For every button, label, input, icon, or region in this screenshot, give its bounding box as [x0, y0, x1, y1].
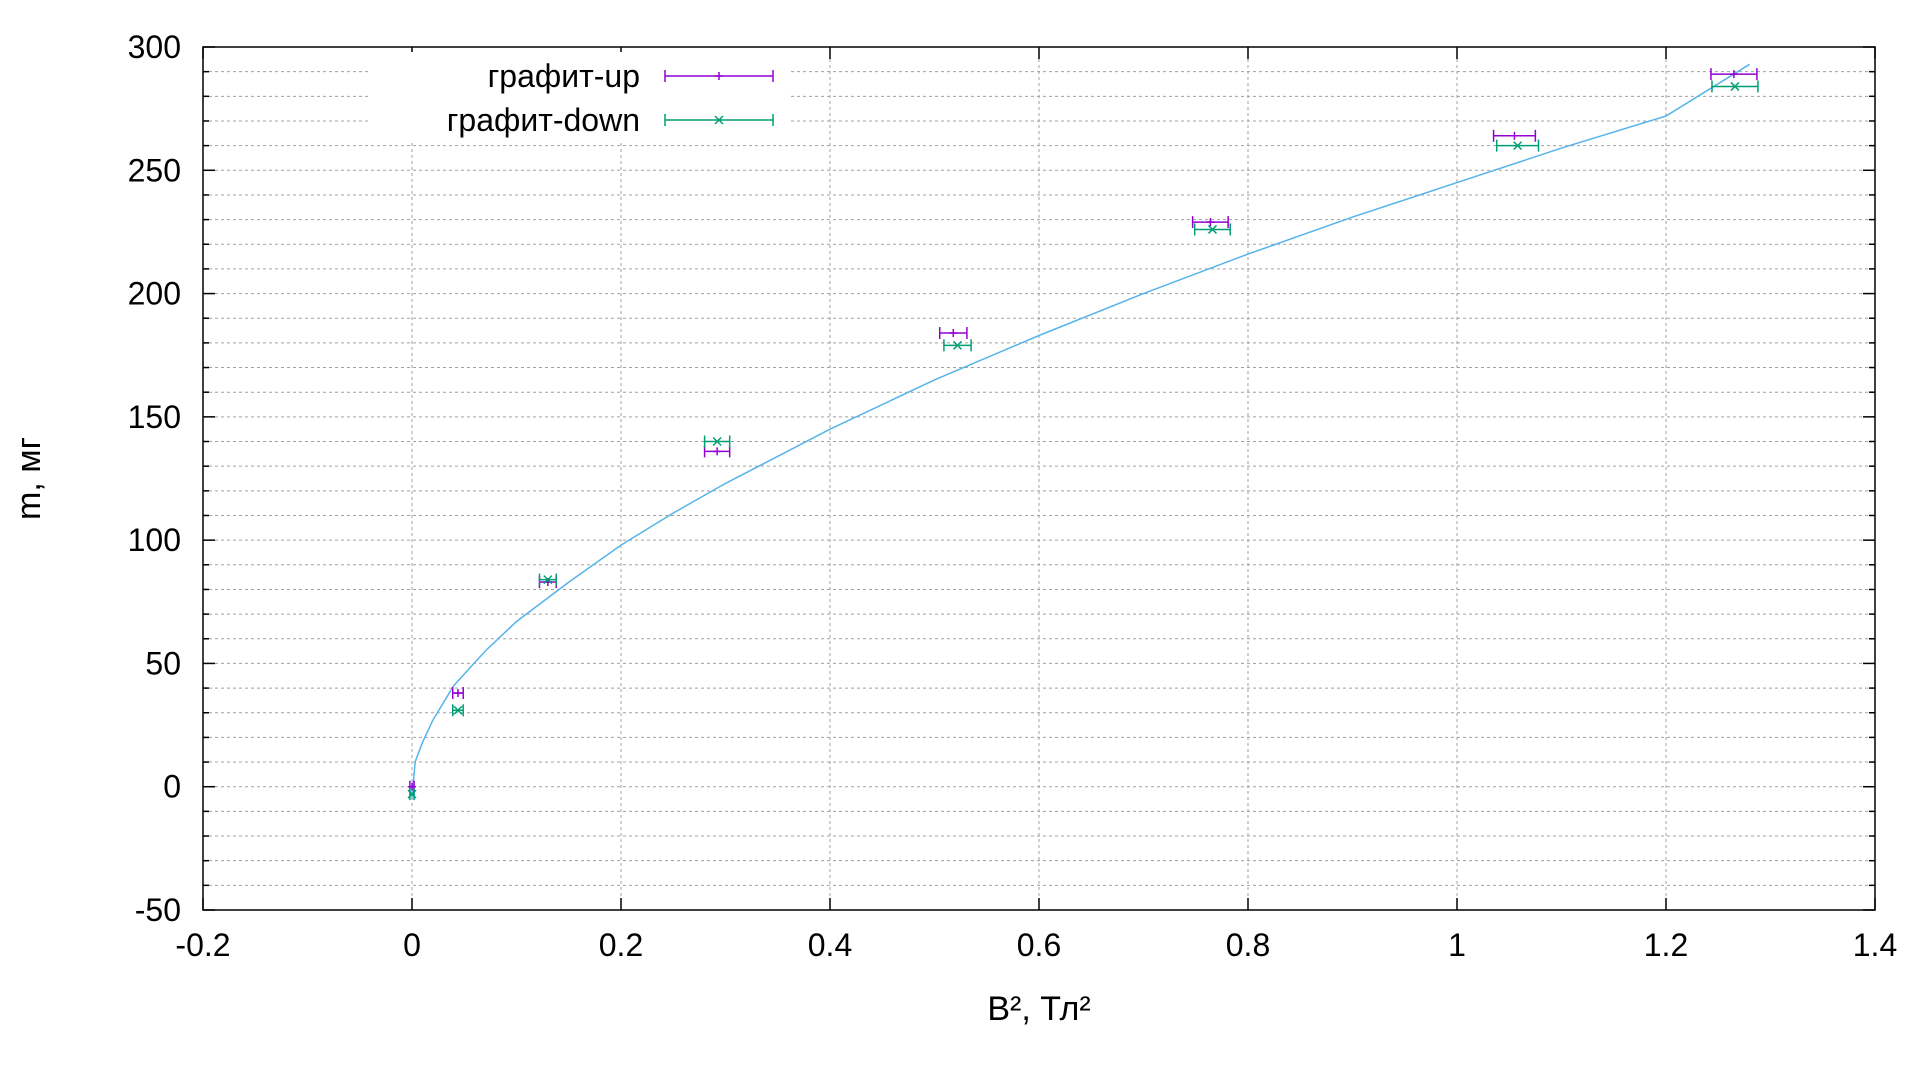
x-tick-label: 1.2	[1644, 927, 1688, 963]
x-tick-label: 1	[1448, 927, 1466, 963]
x-tick-label: 0	[403, 927, 421, 963]
data-point-up	[938, 327, 968, 340]
x-tick-label: 0.2	[599, 927, 643, 963]
data-point-up	[1191, 216, 1229, 229]
data-point-down	[1711, 80, 1759, 93]
data-point-up	[1710, 68, 1758, 81]
legend-label-down: графит-down	[447, 102, 640, 138]
y-tick-label: 0	[163, 769, 181, 805]
data-point-down	[1193, 223, 1231, 236]
legend-background	[370, 52, 790, 140]
data-point-down	[703, 435, 731, 448]
data-point-down	[452, 704, 464, 717]
grid	[203, 47, 1875, 910]
x-tick-label: 0.6	[1017, 927, 1061, 963]
data-point-up	[452, 687, 464, 700]
x-tick-label: -0.2	[175, 927, 230, 963]
data-point-up	[538, 576, 557, 589]
data-point-up	[1492, 129, 1537, 142]
data-points	[407, 68, 1759, 801]
y-tick-label: 150	[128, 399, 181, 435]
y-tick-label: 250	[128, 152, 181, 188]
data-point-up	[703, 445, 731, 458]
data-point-down	[407, 788, 417, 801]
legend-label-up: графит-up	[488, 58, 640, 94]
data-point-down	[943, 339, 972, 352]
x-tick-labels: -0.2 0 0.2 0.4 0.6 0.8 1 1.2 1.4	[175, 927, 1897, 963]
y-axis-label: m, мг	[10, 437, 48, 520]
x-tick-label: 0.4	[808, 927, 852, 963]
y-tick-label: 50	[145, 645, 181, 681]
y-tick-labels: -50 0 50 100 150 200 250 300	[128, 29, 181, 928]
data-point-down	[1495, 139, 1540, 152]
data-point-down	[538, 573, 557, 586]
fit-line	[411, 63, 1750, 800]
y-tick-label: 100	[128, 522, 181, 558]
legend-sample-up	[664, 70, 774, 82]
fit-curve	[411, 63, 1750, 800]
x-axis-label: B², Тл²	[987, 990, 1090, 1028]
legend-sample-down	[664, 114, 774, 126]
y-tick-label: 300	[128, 29, 181, 65]
legend: графит-up графит-down	[370, 52, 790, 140]
x-tick-label: 0.8	[1226, 927, 1270, 963]
y-tick-label: 200	[128, 276, 181, 312]
x-tick-label: 1.4	[1853, 927, 1897, 963]
y-tick-label: -50	[135, 892, 181, 928]
